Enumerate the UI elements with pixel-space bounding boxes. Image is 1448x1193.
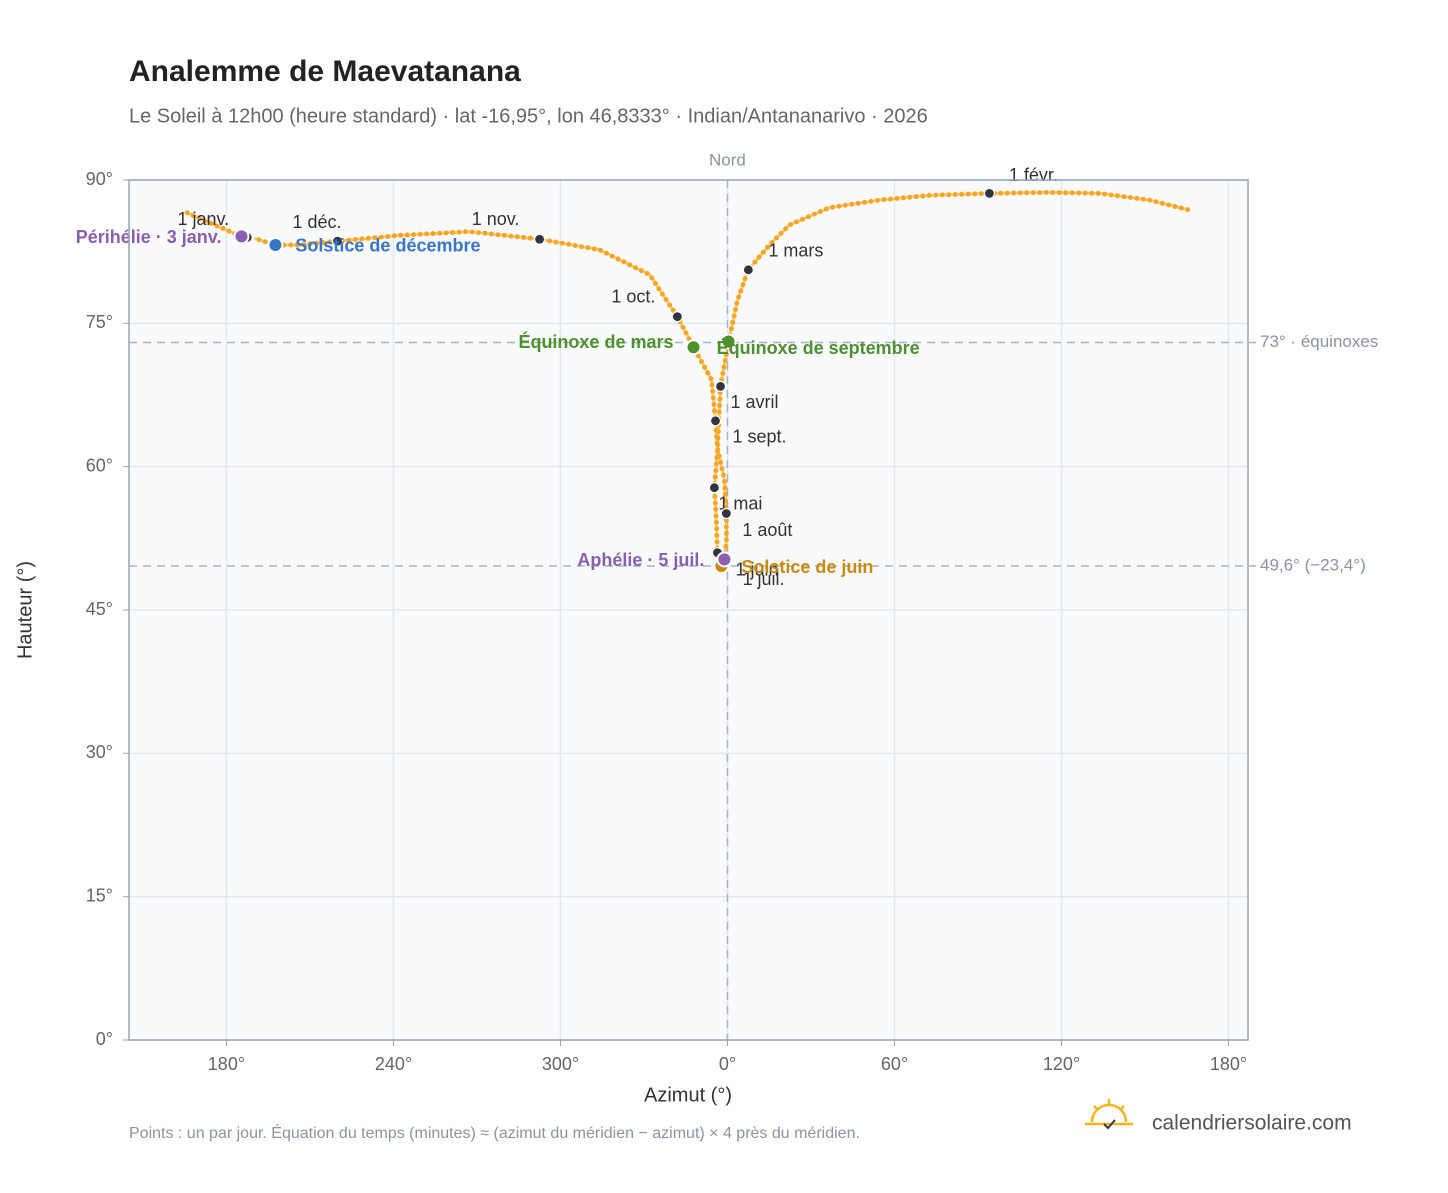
chart-title: Analemme de Maevatanana (129, 55, 521, 88)
month-dot (331, 235, 344, 247)
month-label: 1 août (742, 520, 792, 540)
month-dot (708, 482, 720, 494)
month-dot (533, 233, 546, 245)
month-label: 1 oct. (611, 286, 655, 306)
y-tick-label: 0° (96, 1029, 113, 1049)
brand-logo (1085, 1099, 1133, 1130)
y-tick-label: 30° (86, 742, 113, 762)
month-label: 1 sept. (733, 427, 787, 447)
month-dot (720, 507, 732, 520)
month-dot (714, 380, 727, 392)
month-label: 1 juin (735, 559, 778, 579)
month-label: 1 mai (718, 493, 762, 513)
event-label: Solstice de décembre (295, 236, 480, 256)
x-tick-label: 240° (375, 1054, 412, 1074)
month-dot (983, 187, 996, 199)
brand: calendriersolaire.com (1152, 1112, 1352, 1135)
y-axis-label: Hauteur (°) (14, 561, 36, 659)
month-label: 1 mars (768, 241, 823, 261)
event-label: Solstice de juin (741, 557, 873, 577)
month-label: 1 janv. (177, 209, 229, 229)
x-tick-label: 180° (1210, 1054, 1247, 1074)
event-dot (685, 339, 702, 356)
x-tick-label: 60° (881, 1054, 908, 1074)
y-tick-label: 60° (86, 455, 113, 475)
y-tick-label: 15° (86, 885, 113, 905)
y-tick-label: 45° (86, 599, 113, 619)
month-dot (742, 264, 754, 276)
footnote: Points : un par jour. Équation du temps … (129, 1123, 860, 1142)
month-label: 1 déc. (292, 212, 341, 232)
month-label: 1 févr. (1009, 165, 1058, 185)
event-dot (233, 228, 250, 245)
x-tick-label: 180° (208, 1054, 245, 1074)
event-dot (267, 236, 284, 253)
event-label: Aphélie · 5 juil. (577, 550, 704, 570)
month-label: 1 juil. (742, 569, 784, 589)
month-label: 1 avril (731, 392, 779, 412)
x-tick-label: 120° (1043, 1054, 1080, 1074)
event-label: Équinoxe de septembre (717, 337, 920, 358)
month-dot (709, 415, 722, 427)
x-tick-label: 0° (719, 1054, 736, 1074)
reference-label: 49,6° (−23,4°) (1260, 556, 1366, 575)
month-label: 1 nov. (472, 209, 520, 229)
event-dot (720, 333, 737, 350)
event-label: Équinoxe de mars (518, 331, 673, 352)
event-dot (716, 551, 733, 568)
y-tick-label: 90° (86, 169, 113, 189)
ticks: 180° 240° 300° 0° 60° 120° 180° 0° 15° 30° 45° 60° 7… (86, 169, 1247, 1074)
x-axis-label: Azimut (°) (644, 1084, 732, 1106)
y-tick-label: 75° (86, 312, 113, 332)
reference-label: 73° · équinoxes (1260, 332, 1378, 351)
x-tick-label: 300° (542, 1054, 579, 1074)
event-label: Périhélie · 3 janv. (76, 227, 222, 247)
month-dot (671, 311, 683, 323)
reference-label: Nord (709, 150, 746, 169)
chart-subtitle: Le Soleil à 12h00 (heure standard) · lat… (129, 105, 928, 127)
